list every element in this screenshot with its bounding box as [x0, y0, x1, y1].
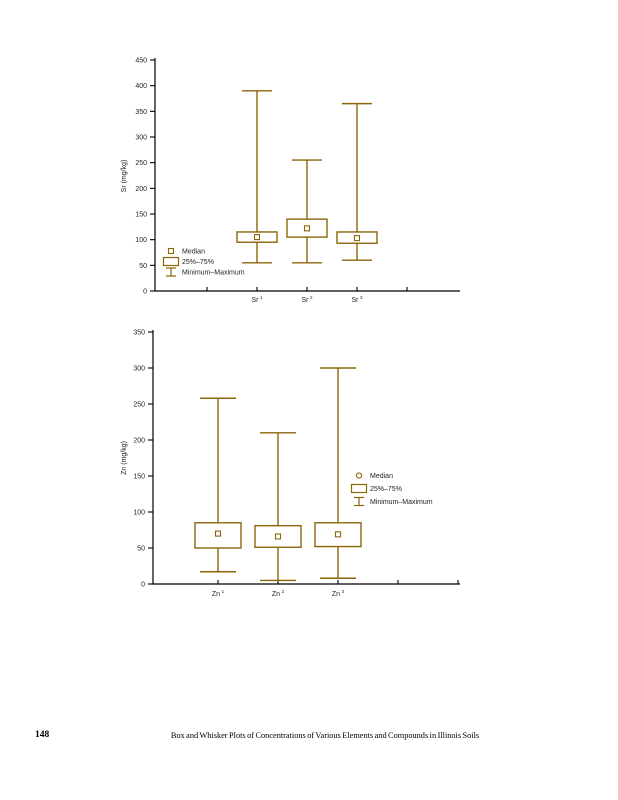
category-label-zn-3: Zn 3 — [332, 589, 345, 598]
y-tick-label: 400 — [135, 83, 147, 90]
category-label-sr-1: Sr 1 — [251, 295, 263, 304]
box-group-sr-3-median-marker — [353, 235, 361, 242]
y-tick-label: 150 — [133, 474, 145, 481]
legend-iqr-box-icon — [350, 483, 368, 494]
legend-label: Median — [182, 249, 205, 256]
legend-iqr-box-icon — [162, 256, 180, 267]
y-tick-label: 250 — [135, 160, 147, 167]
y-tick-label: 250 — [133, 402, 145, 409]
y-tick-label: 200 — [133, 438, 145, 445]
y-tick-label: 300 — [135, 135, 147, 142]
legend-median-circle-icon — [355, 472, 363, 479]
legend-median-square-icon — [167, 247, 175, 255]
category-label-sr-3: Sr 3 — [351, 295, 363, 304]
y-tick-label: 350 — [135, 109, 147, 116]
figure-caption: Box and Whisker Plots of Concentrations … — [170, 731, 480, 740]
legend-label: 25%–75% — [370, 486, 402, 493]
legend-label: Median — [370, 473, 393, 480]
y-tick-label: 200 — [135, 186, 147, 193]
y-tick-label: 300 — [133, 366, 145, 373]
y-axis-title-Zn: Zn (mg/kg) — [121, 441, 128, 475]
legend-label: 25%–75% — [182, 259, 214, 266]
y-tick-label: 450 — [135, 58, 147, 65]
y-axis-title-Sr: Sr (mg/kg) — [121, 160, 128, 193]
category-label-sr-2: Sr 2 — [301, 295, 313, 304]
legend-label: Minimum–Maximum — [370, 499, 433, 506]
y-tick-label: 50 — [137, 546, 145, 553]
legend-label: Minimum–Maximum — [182, 270, 245, 277]
y-tick-label: 50 — [139, 263, 147, 270]
page-footer: 148 Box and Whisker Plots of Concentrati… — [0, 728, 618, 750]
page-number: 148 — [35, 730, 50, 740]
y-tick-label: 350 — [133, 330, 145, 337]
category-label-zn-1: Zn 1 — [212, 589, 225, 598]
y-tick-label: 0 — [143, 289, 147, 296]
box-group-zn-1-median-marker — [214, 530, 222, 537]
box-group-zn-2-median-marker — [274, 533, 282, 540]
y-tick-label: 0 — [141, 582, 145, 589]
y-tick-label: 100 — [135, 237, 147, 244]
y-tick-label: 150 — [135, 212, 147, 219]
box-group-zn-3-median-marker — [334, 531, 342, 538]
y-tick-label: 100 — [133, 510, 145, 517]
category-label-zn-2: Zn 2 — [272, 589, 285, 598]
box-group-sr-2-median-marker — [303, 225, 311, 232]
box-group-sr-1-median-marker — [253, 234, 261, 241]
